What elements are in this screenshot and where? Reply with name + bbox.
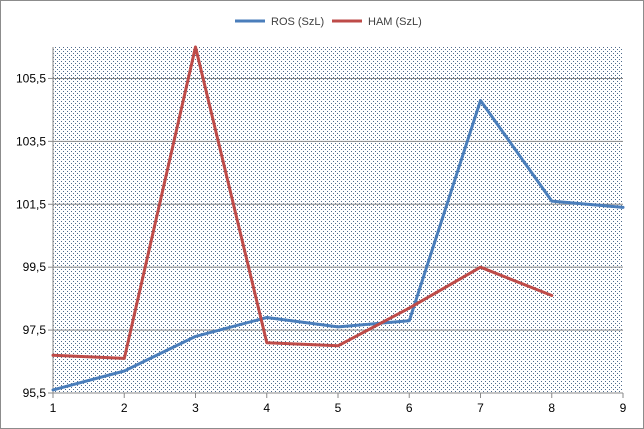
series-lines [51,45,625,392]
axes: 95,5 97,5 99,5 101,5 103,5 105,5 1 2 3 4 5 6 7 8 9 [16,47,627,415]
x-tick-label: 6 [406,401,413,415]
y-tick-label: 105,5 [16,71,46,85]
x-tick-label: 7 [477,401,484,415]
plot-area [53,47,623,393]
y-tick-label: 95,5 [23,386,47,400]
series-line-1 [51,99,625,392]
y-tick-label: 99,5 [23,260,47,274]
y-tick-label: 101,5 [16,197,46,211]
x-tick-label: 5 [335,401,342,415]
x-tick-label: 9 [620,401,627,415]
x-tick-label: 1 [50,401,57,415]
series-line-2 [51,45,554,360]
x-tick-label: 3 [192,401,199,415]
x-tick-label: 2 [121,401,128,415]
x-tick-label: 8 [548,401,555,415]
legend: ROS (SzL) HAM (SzL) [235,16,422,28]
y-tick-label: 103,5 [16,134,46,148]
x-tick-label: 4 [263,401,270,415]
legend-label-2: HAM (SzL) [368,16,422,28]
y-tick-label: 97,5 [23,323,47,337]
legend-label-1: ROS (SzL) [271,16,324,28]
